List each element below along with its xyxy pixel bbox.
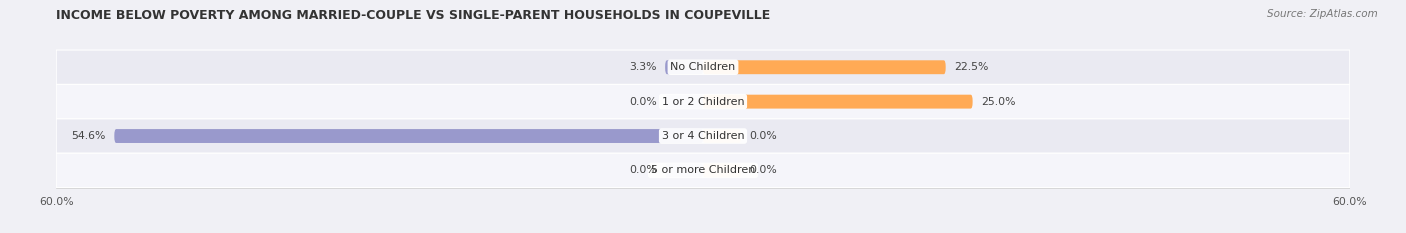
Text: 25.0%: 25.0% [981,97,1015,107]
Text: 0.0%: 0.0% [628,165,657,175]
Text: 3 or 4 Children: 3 or 4 Children [662,131,744,141]
Text: 0.0%: 0.0% [749,131,778,141]
Text: 0.0%: 0.0% [628,97,657,107]
Text: INCOME BELOW POVERTY AMONG MARRIED-COUPLE VS SINGLE-PARENT HOUSEHOLDS IN COUPEVI: INCOME BELOW POVERTY AMONG MARRIED-COUPL… [56,9,770,22]
FancyBboxPatch shape [703,60,946,74]
Text: No Children: No Children [671,62,735,72]
FancyBboxPatch shape [665,95,703,109]
FancyBboxPatch shape [114,129,703,143]
Text: 5 or more Children: 5 or more Children [651,165,755,175]
FancyBboxPatch shape [665,60,703,74]
FancyBboxPatch shape [56,119,1350,153]
FancyBboxPatch shape [56,84,1350,119]
Text: 1 or 2 Children: 1 or 2 Children [662,97,744,107]
FancyBboxPatch shape [56,50,1350,84]
Text: 3.3%: 3.3% [628,62,657,72]
Text: 22.5%: 22.5% [955,62,988,72]
FancyBboxPatch shape [665,164,703,177]
FancyBboxPatch shape [56,153,1350,188]
FancyBboxPatch shape [703,129,741,143]
Text: 54.6%: 54.6% [72,131,105,141]
Text: 0.0%: 0.0% [749,165,778,175]
FancyBboxPatch shape [703,95,973,109]
FancyBboxPatch shape [703,164,741,177]
Text: Source: ZipAtlas.com: Source: ZipAtlas.com [1267,9,1378,19]
